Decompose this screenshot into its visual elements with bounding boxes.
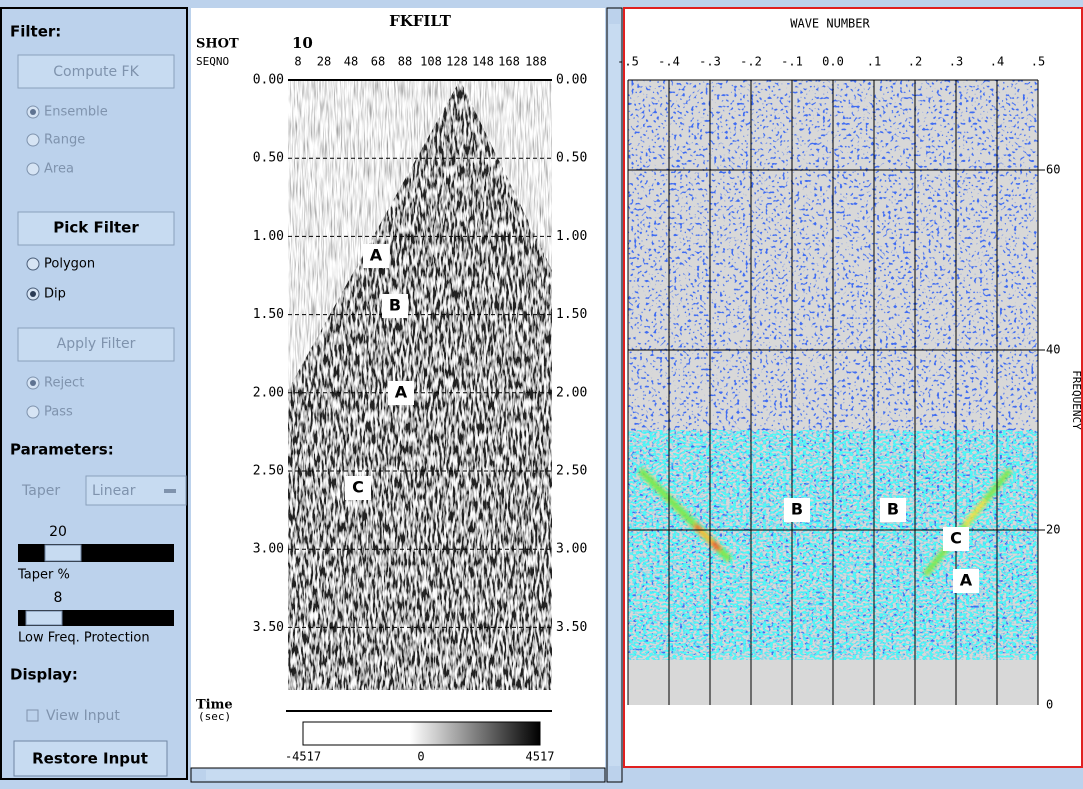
frequency-label: 20 bbox=[1046, 523, 1060, 537]
radio-dot bbox=[30, 380, 36, 386]
header-label: SEQNO bbox=[196, 55, 229, 68]
wavenumber-label: -.1 bbox=[781, 55, 803, 69]
radio[interactable] bbox=[27, 258, 39, 270]
annotation: C bbox=[950, 529, 962, 548]
wavenumber-label: -.2 bbox=[740, 55, 762, 69]
slider-thumb[interactable] bbox=[26, 611, 62, 625]
dropdown-indicator bbox=[164, 489, 176, 493]
v-scroll-thumb[interactable] bbox=[609, 24, 620, 766]
wavenumber-label: .3 bbox=[949, 55, 963, 69]
radio-label: Area bbox=[44, 162, 74, 177]
dropdown-value: Linear bbox=[92, 483, 136, 499]
field-label: Taper bbox=[21, 483, 60, 499]
header-label: SHOT bbox=[196, 37, 239, 52]
radio-dot bbox=[30, 109, 36, 115]
time-label: 0.00 bbox=[556, 73, 587, 88]
frequency-label: 40 bbox=[1046, 343, 1060, 357]
slider-track[interactable] bbox=[18, 544, 174, 562]
time-label: 1.50 bbox=[556, 307, 587, 322]
annotation: A bbox=[960, 571, 973, 590]
time-label: 3.50 bbox=[556, 620, 587, 635]
time-label: 2.50 bbox=[253, 464, 284, 479]
axis-title: FREQUENCY bbox=[1070, 370, 1083, 430]
trace-label: 68 bbox=[371, 55, 385, 69]
section-heading: Filter: bbox=[10, 23, 61, 41]
radio-dot bbox=[30, 291, 36, 297]
annotation: C bbox=[352, 478, 364, 497]
trace-label: 128 bbox=[446, 55, 468, 69]
wavenumber-label: -.5 bbox=[617, 55, 639, 69]
wavenumber-label: .4 bbox=[990, 55, 1004, 69]
trace-label: 88 bbox=[398, 55, 412, 69]
slider-value: 20 bbox=[49, 524, 67, 540]
slider-caption: Low Freq. Protection bbox=[18, 631, 150, 646]
wavenumber-label: .2 bbox=[908, 55, 922, 69]
slider-thumb[interactable] bbox=[45, 545, 81, 561]
button-label: Compute FK bbox=[53, 64, 139, 80]
wavenumber-label: 0.0 bbox=[822, 55, 844, 69]
section-heading: Display: bbox=[10, 666, 78, 684]
annotation: B bbox=[791, 500, 803, 519]
axis-unit: (sec) bbox=[198, 710, 231, 723]
colorbar-label: 0 bbox=[417, 750, 424, 764]
slider-caption: Taper % bbox=[17, 568, 70, 583]
wavenumber-label: -.3 bbox=[699, 55, 721, 69]
fkfilt-window: Filter: Compute FK Pick Filter Apply Filter… bbox=[0, 0, 1083, 789]
slider-value: 8 bbox=[54, 590, 63, 606]
button-label: Restore Input bbox=[32, 750, 148, 768]
time-label: 0.50 bbox=[253, 151, 284, 166]
button-label: Pick Filter bbox=[53, 219, 139, 237]
colorbar bbox=[303, 722, 540, 745]
time-label: 3.00 bbox=[556, 542, 587, 557]
annotation: A bbox=[370, 246, 383, 265]
trace-label: 188 bbox=[525, 55, 547, 69]
time-label: 2.50 bbox=[556, 464, 587, 479]
time-label: 1.00 bbox=[556, 229, 587, 244]
radio-label: Polygon bbox=[44, 257, 95, 272]
frequency-label: 0 bbox=[1046, 698, 1053, 712]
radio[interactable] bbox=[27, 134, 39, 146]
radio-label: Pass bbox=[44, 405, 73, 420]
trace-label: 148 bbox=[472, 55, 494, 69]
time-label: 0.00 bbox=[253, 73, 284, 88]
wavenumber-label: -.4 bbox=[658, 55, 680, 69]
trace-label: 168 bbox=[498, 55, 520, 69]
h-scroll-thumb[interactable] bbox=[206, 770, 570, 780]
time-label: 3.50 bbox=[253, 620, 284, 635]
wavenumber-label: .5 bbox=[1031, 55, 1045, 69]
annotation: B bbox=[389, 296, 401, 315]
colorbar-label: -4517 bbox=[285, 750, 321, 764]
header-value: 10 bbox=[292, 34, 313, 52]
section-heading: Parameters: bbox=[10, 441, 114, 459]
time-label: 3.00 bbox=[253, 542, 284, 557]
annotation: B bbox=[887, 500, 899, 519]
time-label: 0.50 bbox=[556, 151, 587, 166]
button-label: Apply Filter bbox=[57, 336, 136, 352]
radio-label: Ensemble bbox=[44, 105, 108, 120]
axis-title: WAVE NUMBER bbox=[790, 17, 870, 31]
radio[interactable] bbox=[27, 163, 39, 175]
annotation: A bbox=[395, 383, 408, 402]
checkbox-label: View Input bbox=[46, 708, 120, 724]
time-label: 1.50 bbox=[253, 307, 284, 322]
radio-label: Dip bbox=[44, 287, 66, 302]
trace-label: 8 bbox=[294, 55, 301, 69]
time-label: 2.00 bbox=[556, 385, 587, 400]
plot-title: FKFILT bbox=[389, 12, 452, 30]
trace-label: 48 bbox=[344, 55, 358, 69]
trace-label: 28 bbox=[317, 55, 331, 69]
time-label: 1.00 bbox=[253, 229, 284, 244]
colorbar-label: 4517 bbox=[526, 750, 555, 764]
wavenumber-label: .1 bbox=[867, 55, 881, 69]
frequency-label: 60 bbox=[1046, 163, 1060, 177]
radio-label: Reject bbox=[44, 376, 84, 391]
radio-label: Range bbox=[44, 133, 85, 148]
radio[interactable] bbox=[27, 406, 39, 418]
time-label: 2.00 bbox=[253, 385, 284, 400]
trace-label: 108 bbox=[420, 55, 442, 69]
